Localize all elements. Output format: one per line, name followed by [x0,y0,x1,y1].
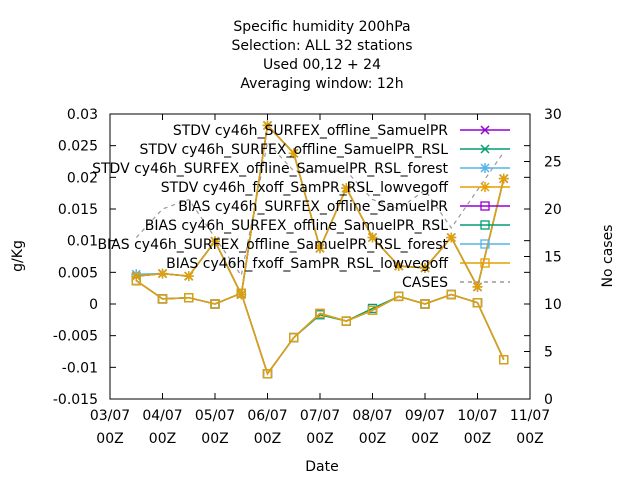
legend-label: STDV cy46h_SURFEX_offline_SamuelPR_RSL [139,142,448,158]
x-tick-label-date: 10/07 [457,408,497,424]
point-mark [262,369,273,379]
x-tick-label-date: 08/07 [352,408,392,424]
x-axis: 03/07 00Z 04/07 00Z 05/07 00Z 06/07 00Z 07/07 00Z… [90,114,550,447]
y-tick-label: 0.01 [67,234,98,250]
y2-tick-label: 5 [544,345,553,361]
point-mark [499,355,509,365]
series-line [135,279,505,376]
y2-tick-label: 20 [544,202,562,218]
series-5 [131,275,509,379]
y-tick-label: -0.005 [53,329,98,345]
x-tick-label-date: 07/07 [300,408,340,424]
y2-tick-label: 25 [544,155,562,171]
x-tick-label-time: 00Z [516,431,543,447]
x-tick-label-date: 09/07 [405,408,445,424]
point-mark [394,291,404,302]
series-line [135,279,505,376]
legend-label: BIAS cy46h_SURFEX_offline_SamuelPR_RSL_f… [97,237,448,253]
x-tick-label-time: 00Z [149,431,176,447]
y-tick-label: 0.02 [67,170,98,186]
y2-tick-label: 10 [544,297,562,313]
x-tick-label-date: 04/07 [142,408,182,424]
series-line [135,279,505,376]
point-mark [367,305,378,315]
x-tick-label-time: 00Z [464,431,491,447]
legend-label: CASES [402,275,448,291]
title-line: Selection: ALL 32 stations [231,38,412,54]
x-tick-label-time: 00Z [96,431,123,447]
x-tick-label-date: 03/07 [90,408,130,424]
series-6 [131,275,509,379]
point-mark [499,355,509,365]
point-mark [420,299,430,309]
series-layer [131,120,509,379]
x-tick-label-time: 00Z [411,431,438,447]
chart-title: Specific humidity 200hPa Selection: ALL 3… [231,19,412,92]
legend: STDV cy46h_SURFEX_offline_SamuelPR STDV c… [92,123,510,291]
point-mark [236,288,246,298]
point-mark [472,298,483,308]
legend-label: STDV cy46h_SURFEX_offline_SamuelPR_RSL_f… [92,161,448,177]
legend-label: BIAS cy46h_SURFEX_offline_SamuelPR_RSL [145,218,448,234]
x-tick-label-time: 00Z [306,431,333,447]
x-tick-label-time: 00Z [201,431,228,447]
y-tick-label: -0.015 [53,392,98,408]
point-mark [210,299,220,309]
title-line: Specific humidity 200hPa [233,19,410,35]
point-mark [499,355,509,365]
series-8 [135,141,505,278]
y2-axis: 0 5 10 15 20 25 30 [524,107,562,408]
y2-tick-label: 30 [544,107,562,123]
legend-label: STDV cy46h_fxoff_SamPR_RSL_lowvegoff [161,180,449,196]
y-tick-label: 0.025 [58,139,98,155]
y-axis: -0.015 -0.01 -0.005 0 0.005 0.01 0.015 0.02 0.02… [53,107,530,408]
point-mark [157,294,168,304]
x-tick-label-date: 11/07 [510,408,550,424]
point-mark [480,125,490,135]
y2-axis-label: No cases [600,225,616,288]
point-mark [480,144,490,154]
y-tick-label: 0.03 [67,107,98,123]
series-line [135,279,505,376]
series-line [135,141,505,278]
y-tick-label: 0 [89,297,98,313]
point-mark [480,220,490,230]
x-tick-label-date: 05/07 [195,408,235,424]
series-4 [131,275,509,379]
point-mark [480,201,490,211]
y-axis-label: g/Kg [10,240,26,272]
point-mark [480,239,490,249]
x-axis-label: Date [305,459,338,475]
legend-label: STDV cy46h_SURFEX_offline_SamuelPR [173,123,448,139]
point-mark [315,308,325,319]
y-tick-label: 0.005 [58,265,98,281]
y-tick-label: 0.015 [58,202,98,218]
x-tick-label-date: 06/07 [247,408,287,424]
point-mark [499,355,509,365]
title-line: Averaging window: 12h [240,76,403,92]
point-mark [446,289,456,300]
point-mark [289,332,299,343]
legend-label: BIAS cy46h_SURFEX_offline_SamuelPR [178,199,448,215]
x-tick-label-time: 00Z [359,431,386,447]
point-mark [341,316,351,326]
title-line: Used 00,12 + 24 [263,57,381,73]
point-mark [131,275,141,286]
point-mark [184,293,194,303]
y-tick-label: -0.01 [62,360,98,376]
x-tick-label-time: 00Z [254,431,281,447]
series-7 [131,275,509,379]
y2-tick-label: 0 [544,392,553,408]
y2-tick-label: 15 [544,250,562,266]
legend-label: BIAS cy46h_fxoff_SamPR_RSL_lowvegoff [166,256,448,272]
point-mark [480,258,490,268]
